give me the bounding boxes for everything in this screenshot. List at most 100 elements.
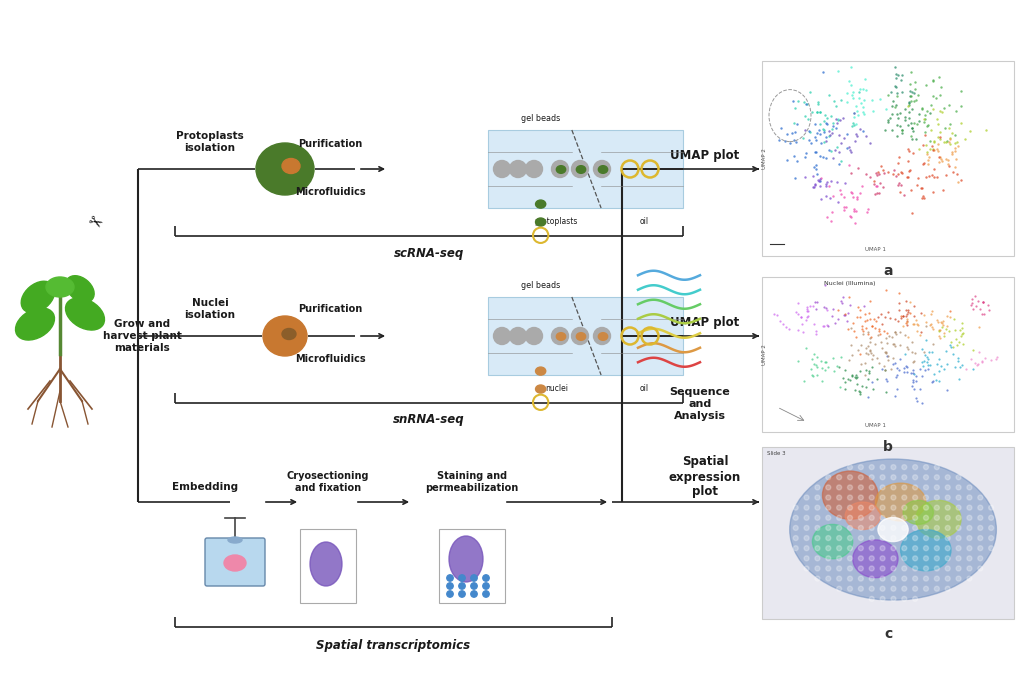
Point: [824, 128, 840, 139]
Point: [822, 129, 838, 140]
Circle shape: [858, 495, 863, 500]
Point: [877, 365, 893, 375]
Circle shape: [934, 526, 939, 530]
Point: [866, 189, 883, 200]
Point: [917, 114, 933, 125]
Circle shape: [858, 566, 863, 571]
Circle shape: [471, 591, 477, 597]
Point: [947, 361, 963, 372]
Point: [829, 65, 846, 76]
Point: [821, 144, 837, 155]
Point: [815, 320, 831, 331]
Circle shape: [525, 160, 543, 177]
Point: [799, 312, 816, 323]
Point: [810, 352, 826, 363]
Point: [925, 375, 941, 386]
Circle shape: [836, 526, 842, 530]
Point: [844, 90, 860, 101]
Circle shape: [967, 485, 972, 490]
Point: [805, 371, 822, 381]
Circle shape: [804, 526, 810, 530]
Circle shape: [869, 526, 874, 530]
Point: [947, 129, 963, 140]
Point: [830, 115, 847, 125]
Circle shape: [858, 586, 863, 591]
Point: [830, 158, 847, 169]
Circle shape: [946, 516, 951, 520]
Point: [834, 113, 851, 123]
Point: [947, 162, 963, 173]
Point: [916, 355, 932, 366]
Circle shape: [934, 506, 939, 510]
Point: [805, 301, 822, 311]
Point: [902, 185, 919, 195]
Point: [819, 212, 835, 222]
Point: [806, 179, 823, 190]
Point: [899, 319, 916, 330]
Point: [789, 156, 805, 166]
Circle shape: [858, 474, 863, 480]
Circle shape: [572, 328, 588, 344]
Point: [946, 348, 962, 359]
Circle shape: [967, 526, 972, 530]
Circle shape: [924, 495, 928, 500]
Point: [899, 342, 916, 353]
Point: [969, 295, 986, 306]
Point: [971, 304, 988, 315]
Point: [833, 296, 850, 307]
Circle shape: [913, 495, 918, 500]
Point: [801, 135, 818, 146]
Point: [825, 191, 842, 202]
Point: [900, 156, 917, 166]
Point: [905, 319, 922, 330]
Circle shape: [946, 536, 951, 541]
Circle shape: [891, 576, 896, 581]
Point: [865, 384, 882, 394]
Point: [901, 96, 918, 107]
Point: [852, 84, 868, 94]
Point: [826, 96, 843, 106]
Point: [933, 156, 950, 166]
Circle shape: [869, 546, 874, 551]
Circle shape: [946, 506, 951, 510]
Point: [858, 131, 874, 142]
Point: [838, 316, 855, 327]
Circle shape: [891, 596, 896, 601]
Point: [832, 95, 849, 106]
Circle shape: [880, 495, 885, 500]
Point: [907, 134, 924, 145]
FancyBboxPatch shape: [205, 538, 265, 586]
Point: [858, 342, 874, 353]
Point: [809, 329, 825, 340]
Point: [792, 312, 809, 323]
Point: [889, 130, 905, 141]
Point: [930, 119, 947, 129]
Point: [859, 326, 876, 337]
Circle shape: [826, 485, 831, 490]
Text: gel beads: gel beads: [521, 113, 560, 123]
Circle shape: [946, 576, 951, 581]
Point: [913, 183, 929, 193]
Point: [904, 103, 921, 114]
Point: [818, 135, 834, 146]
Point: [859, 315, 876, 326]
Point: [939, 135, 956, 146]
Point: [908, 119, 925, 129]
Circle shape: [836, 586, 842, 591]
Circle shape: [891, 495, 896, 500]
Point: [933, 361, 950, 371]
Circle shape: [510, 160, 526, 177]
Point: [879, 350, 895, 361]
Circle shape: [956, 516, 961, 520]
Point: [817, 280, 833, 291]
Point: [801, 301, 818, 311]
Point: [816, 115, 832, 126]
Point: [810, 106, 826, 117]
Point: [852, 305, 868, 315]
Point: [904, 375, 921, 386]
Point: [906, 76, 923, 87]
Point: [844, 371, 860, 381]
Point: [824, 206, 840, 217]
Point: [805, 359, 822, 369]
Point: [861, 172, 878, 183]
